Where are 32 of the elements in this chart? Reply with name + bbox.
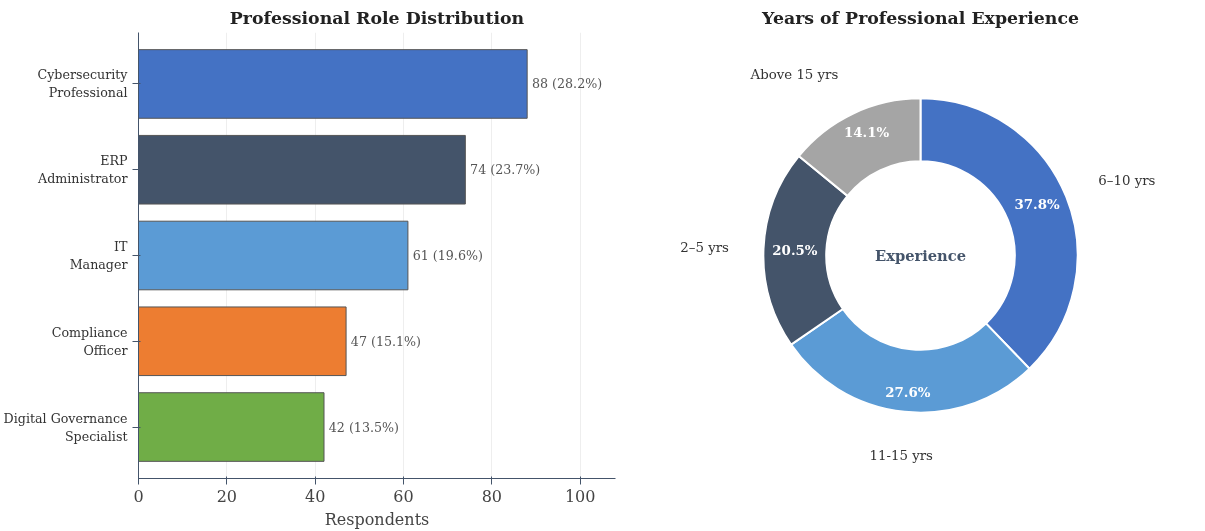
slice-label: 2–5 yrs: [680, 239, 730, 255]
bar: [138, 49, 528, 119]
x-tick-label: 80: [481, 486, 503, 506]
x-axis-title: Respondents: [324, 509, 430, 529]
x-tick-label: 0: [133, 486, 144, 506]
data-label: 37.8%: [1014, 196, 1060, 213]
y-tick-label: Cybersecurity Professional: [37, 67, 129, 101]
slice-label: 11-15 yrs: [869, 447, 934, 463]
data-label: 88 (28.2%): [531, 76, 603, 92]
data-label: 42 (13.5%): [328, 419, 399, 435]
y-tick-label: IT Manager: [69, 239, 129, 272]
x-tick-label: 100: [564, 486, 596, 506]
bar: [138, 220, 409, 291]
data-label: 47 (15.1%): [350, 333, 422, 349]
bar: [138, 392, 325, 462]
data-label: 74 (23.7%): [470, 162, 541, 178]
data-label: 14.1%: [844, 123, 890, 140]
slice-label: Above 15 yrs: [749, 66, 839, 82]
data-label: 20.5%: [772, 241, 818, 258]
x-tick-label: 40: [304, 486, 326, 506]
y-tick-label: Compliance Officer: [51, 324, 129, 358]
data-label: 27.6%: [885, 384, 931, 401]
x-tick-label: 20: [216, 486, 238, 506]
x-tick-label: 60: [393, 486, 414, 506]
bar: [138, 306, 347, 377]
data-label: 61 (19.6%): [412, 248, 483, 263]
slice-label: 6–10 yrs: [1098, 172, 1156, 188]
y-tick-label: Digital Governance Specialist: [3, 410, 128, 444]
text: Experience: [875, 247, 967, 264]
chart-title: Professional Role Distribution: [229, 7, 525, 28]
chart-title: Years of Professional Experience: [761, 7, 1079, 28]
y-tick-label: ERP Administrator: [37, 153, 129, 187]
